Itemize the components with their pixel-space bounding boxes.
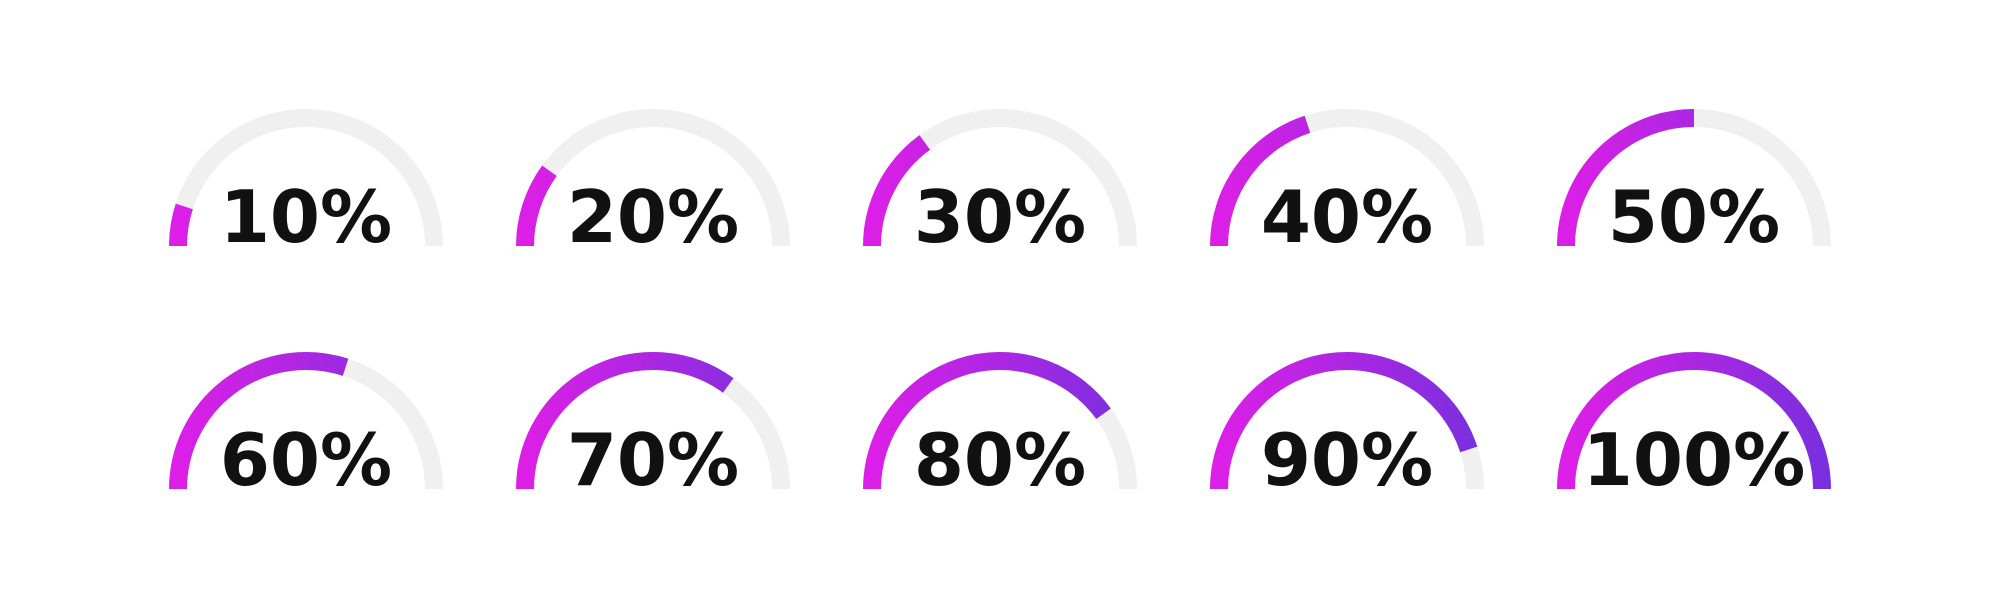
gauge-arc bbox=[516, 352, 734, 490]
gauge-arc bbox=[1210, 115, 1311, 247]
gauge-arc bbox=[1557, 109, 1695, 247]
gauge-label: 30% bbox=[914, 175, 1086, 259]
gauge-arc bbox=[169, 203, 193, 247]
gauge-track bbox=[169, 109, 443, 247]
gauge-label: 50% bbox=[1608, 175, 1780, 259]
gauge-arc bbox=[516, 165, 557, 247]
gauge-label: 70% bbox=[567, 418, 739, 502]
gauge-arc bbox=[863, 135, 931, 247]
gauge-label: 40% bbox=[1261, 175, 1433, 259]
gauge-label: 100% bbox=[1583, 418, 1805, 502]
gauge-arc bbox=[1557, 352, 1831, 490]
gauge-label: 80% bbox=[914, 418, 1086, 502]
gauge-label: 60% bbox=[220, 418, 392, 502]
gauge-label: 10% bbox=[220, 175, 392, 259]
gauge-label: 90% bbox=[1261, 418, 1433, 502]
gauge-label: 20% bbox=[567, 175, 739, 259]
gauge-arc bbox=[1210, 352, 1478, 490]
gauge-arc bbox=[169, 352, 349, 490]
gauge-arc bbox=[863, 352, 1111, 490]
